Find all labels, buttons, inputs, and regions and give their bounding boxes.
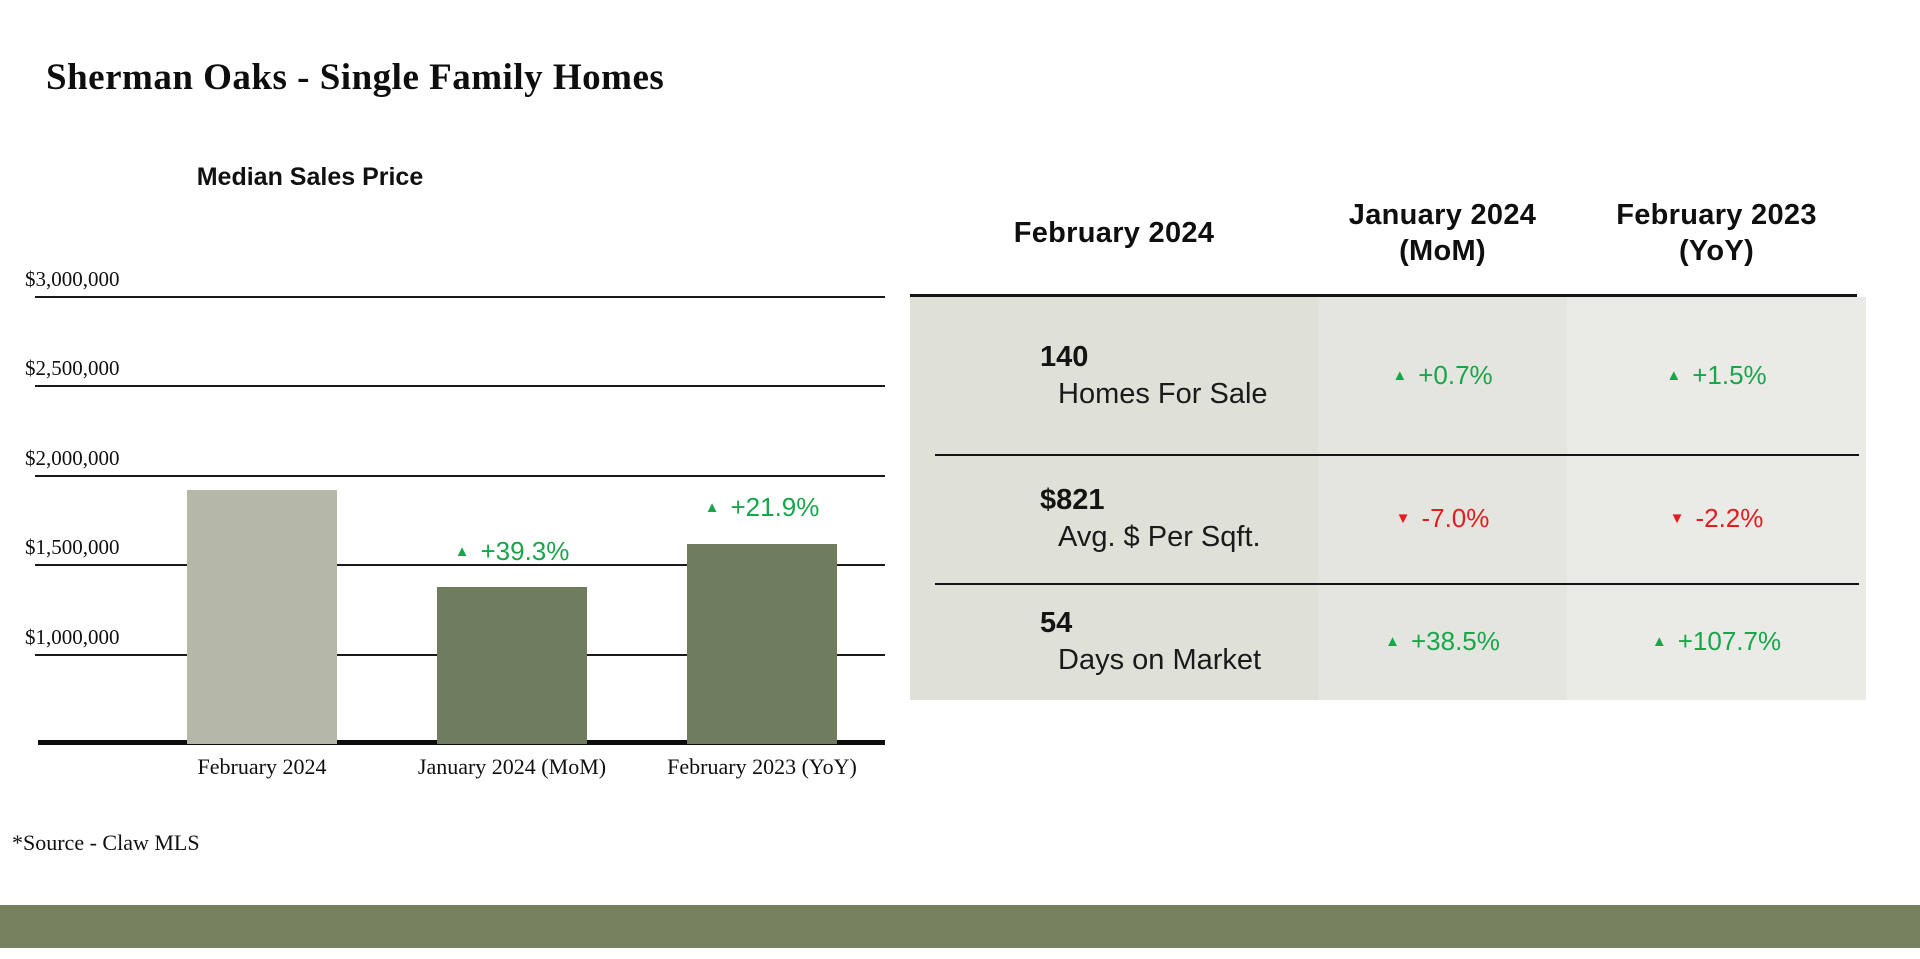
table-row-namecell: 54 Days on Market xyxy=(910,583,1318,700)
table-column-background xyxy=(910,297,1318,700)
metric-value: 54 xyxy=(1040,606,1073,639)
column-header-line1: January 2024 xyxy=(1348,199,1537,231)
y-axis-tick-label: $1,500,000 xyxy=(25,535,120,560)
table-row-mom-cell: ▲ +38.5% xyxy=(1318,583,1567,700)
chart-gridline xyxy=(35,564,885,567)
change-value: -2.2% xyxy=(1695,503,1764,533)
change-value: +39.3% xyxy=(480,535,570,566)
chart-gridline xyxy=(35,296,885,298)
bar-2 xyxy=(437,587,587,744)
up-triangle-icon: ▲ xyxy=(1666,367,1682,384)
metric-value: $821 xyxy=(1040,483,1105,516)
source-note: *Source - Claw MLS xyxy=(12,830,200,855)
chart-title: Median Sales Price xyxy=(196,163,424,191)
change-value: +107.7% xyxy=(1677,626,1782,656)
column-header: February 2023 (YoY) xyxy=(1567,183,1866,283)
table-row-separator xyxy=(935,454,1859,456)
table-column-background xyxy=(1567,297,1866,700)
change-value: +0.7% xyxy=(1418,360,1493,390)
table-row-separator xyxy=(935,583,1859,585)
x-axis-category-label: February 2024 xyxy=(197,754,327,779)
table-row-yoy-cell: ▼ -2.2% xyxy=(1567,454,1866,583)
table-row-mom-cell: ▼ -7.0% xyxy=(1318,454,1567,583)
metric-label: Days on Market xyxy=(1058,643,1262,676)
table-row-namecell: 140 Homes For Sale xyxy=(910,297,1318,454)
change-value: +38.5% xyxy=(1410,626,1500,656)
y-axis-tick-label: $2,000,000 xyxy=(25,445,120,470)
table-row-mom-cell: ▲ +0.7% xyxy=(1318,297,1567,454)
up-triangle-icon: ▲ xyxy=(704,499,720,517)
page-title: Sherman Oaks - Single Family Homes xyxy=(46,57,665,98)
column-header: January 2024 (MoM) xyxy=(1318,183,1567,283)
chart-gridline xyxy=(35,474,885,477)
table-column-background xyxy=(1318,297,1567,700)
x-axis-category-label: January 2024 (MoM) xyxy=(417,754,607,779)
up-triangle-icon: ▲ xyxy=(454,542,470,560)
metric-label: Avg. $ Per Sqft. xyxy=(1058,520,1261,553)
down-triangle-icon: ▼ xyxy=(1395,510,1411,527)
column-header-line1: February 2024 xyxy=(1013,217,1215,249)
column-header-line1: February 2023 xyxy=(1616,199,1817,231)
column-header-line2: (MoM) xyxy=(1399,235,1486,267)
bar-change-annotation: ▲ +21.9% xyxy=(652,492,872,524)
up-triangle-icon: ▲ xyxy=(1385,633,1400,650)
change-value: -7.0% xyxy=(1421,503,1490,533)
footer-bar xyxy=(0,905,1920,948)
bar-change-annotation: ▲ +39.3% xyxy=(402,535,622,567)
chart-gridline xyxy=(35,385,885,388)
bar-3 xyxy=(687,543,837,744)
column-header: February 2024 xyxy=(910,183,1318,283)
up-triangle-icon: ▲ xyxy=(1651,633,1667,650)
table-row-namecell: $821 Avg. $ Per Sqft. xyxy=(910,454,1318,583)
x-axis-category-label: February 2023 (YoY) xyxy=(667,754,857,779)
down-triangle-icon: ▼ xyxy=(1669,510,1685,527)
table-row-yoy-cell: ▲ +107.7% xyxy=(1567,583,1866,700)
y-axis-tick-label: $3,000,000 xyxy=(25,267,120,291)
change-value: +21.9% xyxy=(730,492,820,523)
up-triangle-icon: ▲ xyxy=(1392,367,1408,384)
bar-1 xyxy=(187,490,337,744)
column-header-line2: (YoY) xyxy=(1678,235,1755,267)
y-axis-tick-label: $2,500,000 xyxy=(25,356,120,381)
change-value: +1.5% xyxy=(1692,360,1767,390)
table-top-rule xyxy=(910,294,1857,297)
metric-label: Homes For Sale xyxy=(1058,377,1268,410)
table-row-yoy-cell: ▲ +1.5% xyxy=(1567,297,1866,454)
metric-value: 140 xyxy=(1040,340,1089,373)
y-axis-tick-label: $1,000,000 xyxy=(25,624,120,649)
